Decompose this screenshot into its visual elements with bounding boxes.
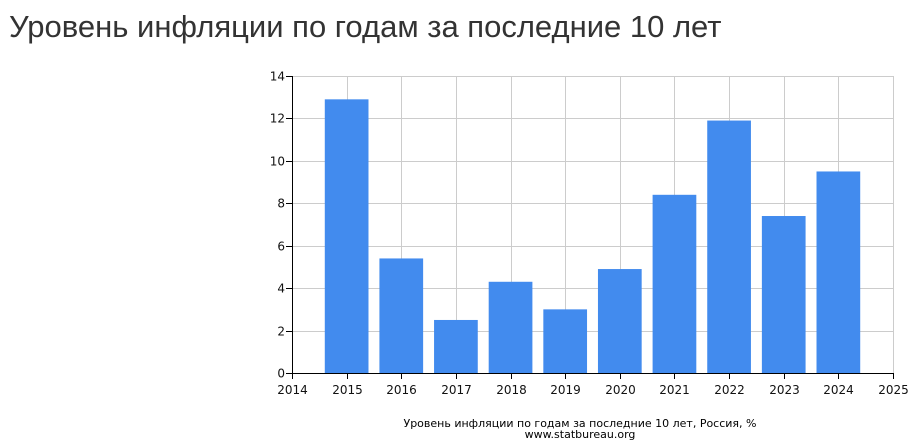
page-title: Уровень инфляции по годам за последние 1…: [9, 9, 722, 44]
y-tick-label: 8: [277, 197, 285, 211]
bars: [324, 99, 861, 373]
y-tick-label: 12: [270, 112, 285, 126]
x-tick-label: 2014: [277, 383, 308, 397]
y-tick-label: 14: [270, 70, 285, 84]
y-tick-label: 2: [277, 325, 285, 339]
bar-2024: [816, 171, 861, 373]
chart-caption: Уровень инфляции по годам за последние 1…: [403, 417, 757, 430]
bar-2021: [652, 194, 697, 373]
bar-2020: [597, 269, 642, 373]
bar-2015: [324, 99, 369, 373]
x-tick-label: 2020: [605, 383, 636, 397]
y-tick-label: 6: [277, 240, 285, 254]
axes: [286, 76, 894, 379]
tick-labels: 0 2 4 6 8 10 12 14 2014 2015 2016 2017 2018 2019 2020 2…: [270, 70, 909, 398]
x-tick-label: 2022: [714, 383, 745, 397]
x-tick-label: 2017: [441, 383, 472, 397]
x-tick-label: 2023: [769, 383, 800, 397]
y-tick-label: 0: [277, 367, 285, 381]
y-tick-label: 4: [277, 282, 285, 296]
x-tick-label: 2021: [659, 383, 690, 397]
bar-2018: [488, 281, 533, 373]
x-tick-label: 2016: [386, 383, 417, 397]
x-tick-label: 2019: [550, 383, 581, 397]
x-tick-label: 2024: [823, 383, 854, 397]
bar-2023: [761, 216, 806, 373]
x-tick-label: 2025: [878, 383, 909, 397]
x-tick-label: 2018: [496, 383, 527, 397]
bar-2022: [707, 120, 751, 373]
bar-2017: [434, 319, 478, 373]
bar-2016: [379, 258, 424, 373]
bar-2019: [543, 309, 588, 373]
x-tick-label: 2015: [332, 383, 363, 397]
chart-source: www.statbureau.org: [524, 428, 636, 441]
y-tick-label: 10: [270, 155, 285, 169]
